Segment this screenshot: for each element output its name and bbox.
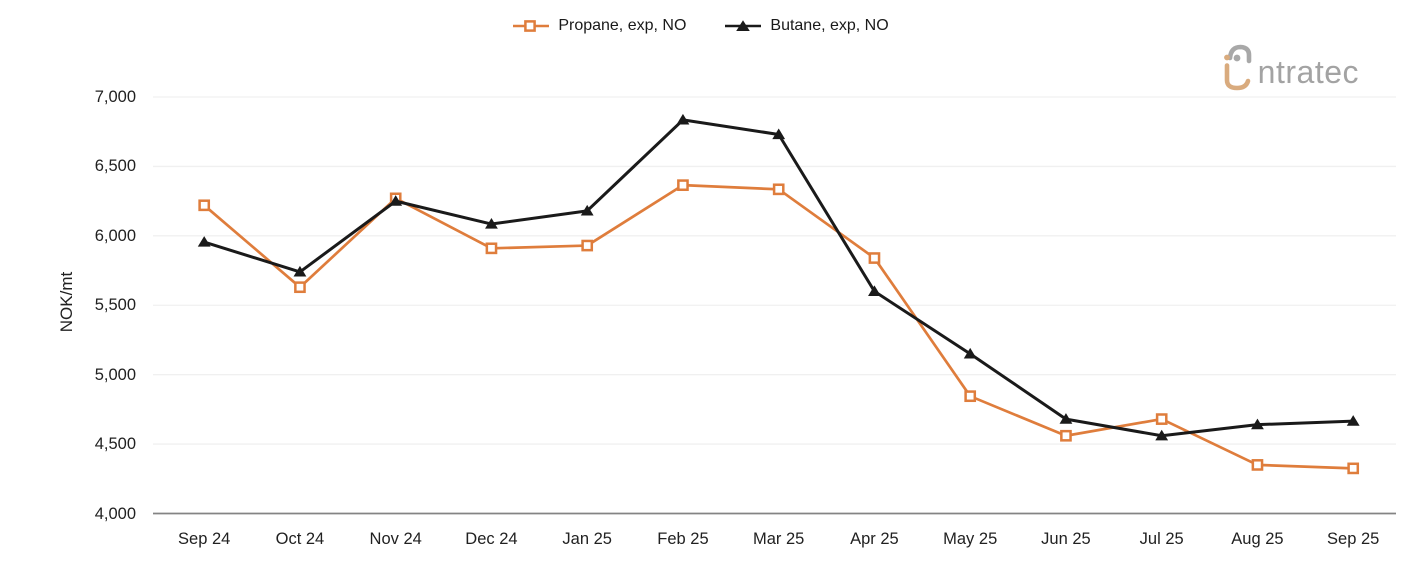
data-point-butane xyxy=(772,128,786,140)
data-point-propane xyxy=(581,239,594,252)
y-tick-label: 6,000 xyxy=(94,226,136,245)
x-tick-label: Sep 25 xyxy=(1327,530,1380,548)
legend-item-propane: Propane, exp, NO xyxy=(512,17,686,35)
data-point-propane xyxy=(964,390,977,403)
data-point-butane xyxy=(1059,413,1073,424)
data-point-butane xyxy=(868,285,881,296)
data-point-propane xyxy=(198,199,211,212)
data-point-butane xyxy=(676,113,690,125)
data-point-propane xyxy=(1251,459,1264,471)
y-tick-label: 4,000 xyxy=(94,504,136,523)
data-point-propane xyxy=(1060,429,1072,442)
x-tick-label: Jul 25 xyxy=(1139,530,1184,548)
series-line-butane xyxy=(203,118,1354,438)
data-point-butane xyxy=(1155,429,1169,441)
butane-line-triangle-icon xyxy=(725,20,762,31)
legend: Propane, exp, NO Butane, exp, NO xyxy=(0,17,1401,35)
data-point-butane xyxy=(197,236,211,247)
data-point-butane xyxy=(1251,418,1264,430)
series-line-propane xyxy=(203,183,1354,470)
legend-label-butane: Butane, exp, NO xyxy=(770,17,889,34)
data-point-propane xyxy=(1155,413,1168,425)
x-tick-label: Mar 25 xyxy=(753,530,805,548)
intratec-logo-mark-icon xyxy=(1223,44,1251,91)
y-tick-label: 5,000 xyxy=(94,365,136,384)
data-point-butane xyxy=(580,204,594,216)
legend-label-propane: Propane, exp, NO xyxy=(558,17,687,34)
data-point-propane xyxy=(485,242,498,255)
x-tick-label: Jun 25 xyxy=(1041,530,1091,548)
data-point-butane xyxy=(293,265,307,277)
data-point-butane xyxy=(485,218,498,229)
x-tick-label: Feb 25 xyxy=(657,530,709,548)
x-tick-label: Dec 24 xyxy=(465,530,518,548)
x-tick-label: Sep 24 xyxy=(178,530,231,548)
y-tick-label: 6,500 xyxy=(94,157,136,176)
x-tick-label: Oct 24 xyxy=(275,530,325,548)
data-point-propane xyxy=(294,281,306,294)
data-point-propane xyxy=(677,179,689,192)
data-point-butane xyxy=(963,347,977,359)
x-tick-label: Aug 25 xyxy=(1231,530,1284,548)
data-point-butane xyxy=(1346,415,1360,426)
x-tick-label: Apr 25 xyxy=(850,530,899,548)
y-tick-label: 7,000 xyxy=(94,88,136,106)
data-point-propane xyxy=(1347,462,1360,475)
intratec-logo-text: ntratec xyxy=(1257,54,1359,90)
y-tick-label: 5,500 xyxy=(94,296,136,315)
data-point-propane xyxy=(868,252,881,264)
legend-item-butane: Butane, exp, NO xyxy=(724,17,889,35)
x-tick-label: Jan 25 xyxy=(562,530,612,548)
data-point-propane xyxy=(772,183,785,196)
data-point-butane xyxy=(389,195,403,206)
intratec-logo: ntratec xyxy=(1220,42,1359,94)
x-tick-label: May 25 xyxy=(943,530,998,548)
x-tick-label: Nov 24 xyxy=(369,530,422,548)
propane-line-square-icon xyxy=(513,20,550,32)
y-tick-label: 4,500 xyxy=(94,435,136,454)
